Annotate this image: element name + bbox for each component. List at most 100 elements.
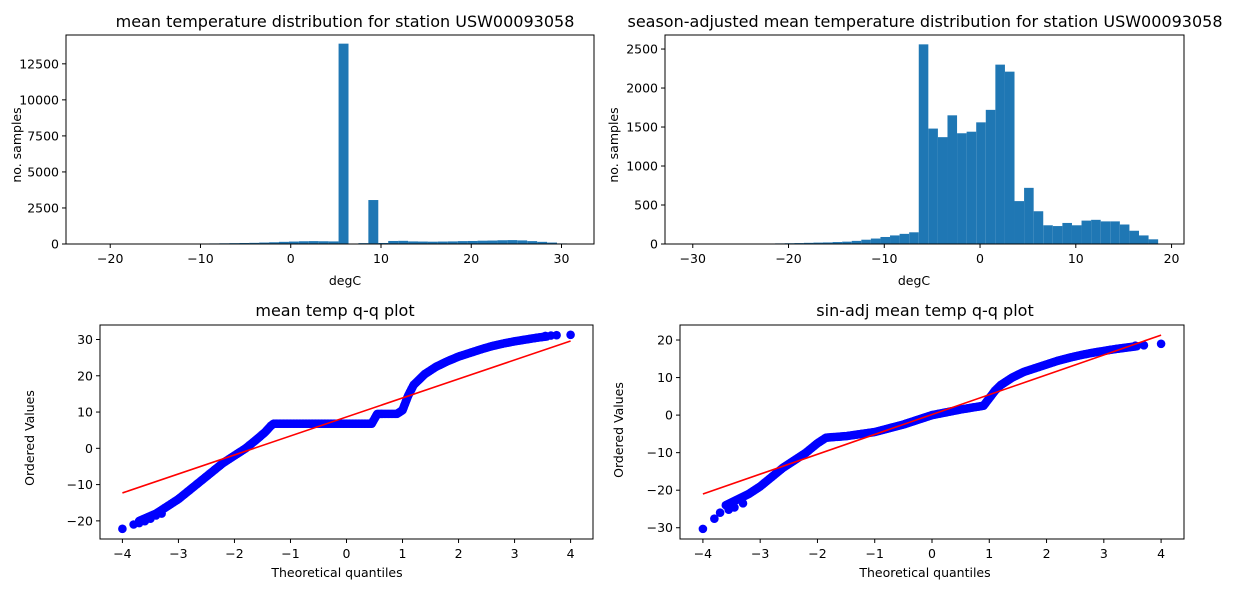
y-axis-label: Ordered Values xyxy=(22,390,37,486)
histogram-bar xyxy=(937,137,948,244)
histogram-bar xyxy=(995,64,1005,244)
y-tick-label: 20 xyxy=(657,333,673,348)
histogram-bar xyxy=(378,242,389,244)
x-axis-label: degC xyxy=(329,273,362,288)
histogram-bar xyxy=(308,241,319,244)
histogram-bar xyxy=(870,238,881,244)
histogram-bar xyxy=(947,115,958,245)
panel-mean-temp-histogram: mean temperature distribution for statio… xyxy=(9,12,595,288)
y-tick-label: −20 xyxy=(647,483,673,498)
histogram-bar xyxy=(437,241,448,244)
y-tick-label: 1500 xyxy=(626,120,658,135)
histogram-bar xyxy=(909,232,919,244)
histogram-bar xyxy=(279,241,289,244)
histogram-bar xyxy=(918,44,929,244)
histogram-bar xyxy=(822,242,833,244)
histogram-bar xyxy=(318,241,329,244)
histogram-bar xyxy=(966,131,977,244)
histogram-bar xyxy=(477,240,488,244)
y-tick-label: 2000 xyxy=(626,81,658,96)
histogram-bar xyxy=(1033,211,1044,244)
x-tick-label: 0 xyxy=(343,546,351,561)
y-tick-label: 30 xyxy=(77,332,93,347)
histogram-bar xyxy=(957,133,967,244)
x-axis-label: Theoretical quantiles xyxy=(270,565,402,580)
y-tick-label: 2500 xyxy=(27,200,59,215)
qq-point xyxy=(1139,340,1149,350)
histogram-bar xyxy=(1071,225,1082,244)
histogram-bar xyxy=(249,242,260,244)
histogram-bar xyxy=(928,128,938,244)
y-tick-label: −10 xyxy=(67,477,93,492)
x-tick-label: 10 xyxy=(373,251,389,266)
y-tick-label: 0 xyxy=(650,237,658,252)
x-tick-label: −30 xyxy=(680,251,706,266)
histogram-bar xyxy=(1081,220,1092,244)
histogram-bar xyxy=(259,242,270,244)
x-axis-label: degC xyxy=(898,273,931,288)
x-tick-label: −2 xyxy=(808,546,826,561)
qq-point xyxy=(730,503,739,512)
histogram-bar xyxy=(832,242,843,244)
y-tick-label: 500 xyxy=(634,198,658,213)
qq-point xyxy=(698,524,708,534)
histogram-bar xyxy=(338,43,349,244)
histogram-bar xyxy=(527,241,538,244)
histogram-bar xyxy=(1014,201,1025,244)
histogram-bar xyxy=(398,240,409,244)
histogram-bar xyxy=(447,241,458,244)
histogram-bar xyxy=(1004,71,1015,244)
y-tick-label: 10 xyxy=(77,405,93,420)
histogram-bar xyxy=(890,235,900,244)
x-tick-label: 0 xyxy=(287,251,295,266)
x-tick-label: 1 xyxy=(399,546,407,561)
histogram-bar xyxy=(976,122,986,244)
chart-title: season-adjusted mean temperature distrib… xyxy=(627,12,1222,31)
chart-title: sin-adj mean temp q-q plot xyxy=(816,301,1033,320)
x-tick-label: 0 xyxy=(928,546,936,561)
histogram-bar xyxy=(497,240,508,244)
histogram-bar xyxy=(298,241,309,244)
y-tick-label: 7500 xyxy=(27,128,59,143)
fit-line xyxy=(702,334,1162,495)
qq-point xyxy=(1156,339,1166,349)
histogram-bar xyxy=(418,241,428,244)
histogram-bar xyxy=(269,242,280,244)
qq-point xyxy=(566,330,575,340)
histogram-bar xyxy=(408,241,418,244)
axes-frame xyxy=(99,324,594,540)
x-tick-label: 10 xyxy=(1068,251,1084,266)
chart-title: mean temperature distribution for statio… xyxy=(116,12,575,31)
y-axis-label: no. samples xyxy=(9,107,24,182)
histogram-bar xyxy=(507,240,518,244)
histogram-bar xyxy=(842,241,852,244)
histogram-bar xyxy=(427,241,438,244)
panel-season-adjusted-histogram: season-adjusted mean temperature distrib… xyxy=(606,12,1223,288)
histogram-bar xyxy=(1119,224,1130,244)
y-tick-label: 12500 xyxy=(19,56,59,71)
x-tick-label: −1 xyxy=(281,546,299,561)
x-tick-label: −3 xyxy=(751,546,769,561)
histogram-bar xyxy=(861,239,871,244)
axes-frame xyxy=(65,34,595,245)
histogram-bar xyxy=(851,240,862,244)
axes-frame xyxy=(679,324,1185,540)
x-tick-label: 4 xyxy=(567,546,575,561)
y-tick-label: 10 xyxy=(657,370,673,385)
y-tick-label: −20 xyxy=(67,513,93,528)
x-tick-label: −20 xyxy=(775,251,801,266)
histogram-bar xyxy=(1129,230,1139,244)
histogram-bar xyxy=(1043,225,1053,244)
x-tick-label: −3 xyxy=(169,546,187,561)
x-tick-label: −10 xyxy=(871,251,897,266)
histogram-bar xyxy=(239,242,250,244)
histogram-bar xyxy=(880,236,891,244)
histogram-bar xyxy=(487,240,498,244)
x-axis-label: Theoretical quantiles xyxy=(858,565,990,580)
x-tick-label: 20 xyxy=(463,251,479,266)
histogram-bar xyxy=(1024,187,1034,244)
y-tick-label: 2500 xyxy=(626,42,658,57)
y-tick-label: 20 xyxy=(77,368,93,383)
y-tick-label: 0 xyxy=(85,441,93,456)
histogram-bar xyxy=(388,240,399,244)
